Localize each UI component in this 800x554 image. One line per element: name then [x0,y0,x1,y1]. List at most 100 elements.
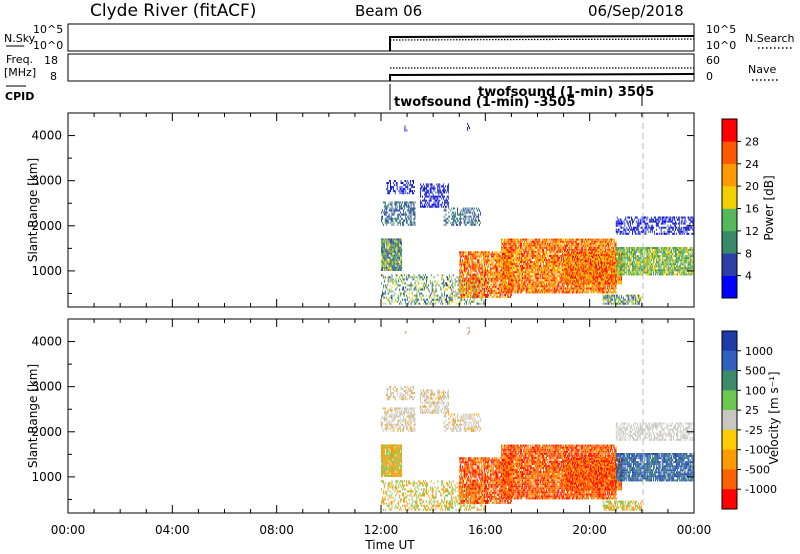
nsky-tick-top: 10^5 [33,23,63,36]
data-cell [390,302,392,305]
data-cell [474,287,476,290]
data-cell [546,246,548,249]
data-cell [389,256,391,259]
nave-tick-top: 60 [706,54,720,67]
data-cell [437,203,439,206]
data-cell [488,261,490,264]
data-cell [523,289,524,292]
data-cell [436,183,438,186]
data-cell [564,250,566,253]
data-cell [438,199,440,202]
data-cell [526,265,528,268]
data-cell [477,279,479,282]
data-cell [443,284,445,287]
data-cell [384,213,386,216]
data-cell [457,219,459,222]
data-cell [569,289,571,292]
data-cell [471,287,473,290]
data-cell [411,223,413,226]
data-cell [463,215,465,218]
data-cell [525,263,527,266]
data-cell [382,248,383,251]
data-cell [505,250,507,253]
data-cell [523,252,525,255]
data-cell [469,267,471,270]
data-cell [396,182,398,185]
data-cell [476,263,478,266]
data-cell [389,221,391,224]
data-cell [497,275,499,278]
data-cell [415,286,417,289]
data-cell [412,294,414,297]
data-cell [550,256,552,259]
data-cell [467,287,469,290]
data-cell [533,285,535,288]
data-cell [502,267,504,270]
data-cell [519,242,521,245]
data-cell [550,267,552,270]
data-cell [466,293,468,296]
data-cell [465,291,467,294]
data-cell [580,285,582,288]
data-cell [537,287,539,290]
data-cell [487,265,489,268]
data-cell [487,271,489,274]
data-cell [472,290,474,293]
data-cell [408,274,410,277]
data-cell [524,271,526,274]
data-cell [530,254,532,257]
data-cell [454,213,456,216]
data-cell [473,273,475,276]
data-cell [394,209,396,212]
data-cell [461,267,463,270]
data-cell [570,242,572,245]
data-cell [540,242,542,245]
data-cell [531,240,533,243]
data-cell [391,238,393,241]
data-cell [575,271,577,274]
data-cell [382,264,383,267]
data-cell [478,281,480,284]
data-cell [382,274,383,277]
data-cell [455,294,457,297]
data-cell [507,275,509,278]
data-cell [392,190,394,193]
data-cell [387,298,389,301]
data-cell [576,283,578,286]
data-cell [479,276,481,279]
data-cell [456,217,457,220]
data-cell [497,259,499,262]
data-cell [504,265,506,268]
data-cell [547,279,549,282]
data-cell [476,291,478,294]
data-cell [508,246,510,249]
data-cell [513,238,515,241]
data-cell [426,280,427,283]
data-cell [507,259,509,262]
data-cell [542,269,544,272]
data-cell [461,295,463,298]
data-cell [419,274,421,277]
data-cell [542,244,544,247]
data-cell [583,269,585,272]
data-cell [382,264,384,267]
data-cell [583,254,585,257]
data-cell [460,287,462,290]
data-cell [510,254,512,257]
data-cell [411,298,413,301]
data-cell [467,285,469,288]
data-cell [398,242,400,245]
data-cell [585,271,587,274]
data-cell [387,192,389,195]
data-cell [515,254,517,257]
data-cell [391,280,393,283]
data-cell [392,254,394,257]
data-cell [400,260,402,263]
data-cell [489,285,491,288]
data-cell [517,246,519,249]
data-cell [529,261,531,264]
data-cell [390,215,392,218]
data-cell [421,288,423,291]
data-cell [444,203,445,206]
data-cell [522,246,523,249]
